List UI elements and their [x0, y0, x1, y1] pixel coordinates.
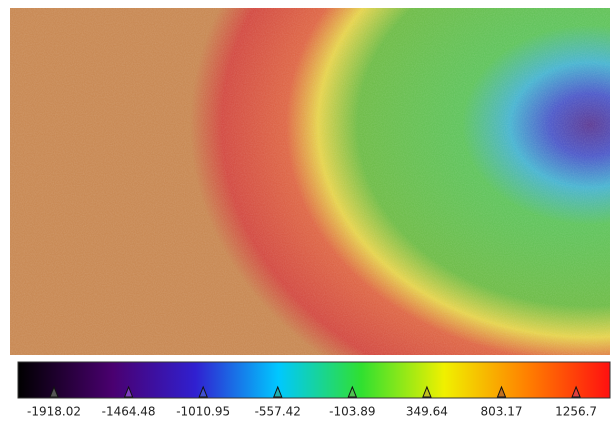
tick-label: 1256.7 — [555, 405, 597, 419]
tick-label: 803.17 — [480, 405, 522, 419]
map-view: -1918.02 -1464.48 -1010.95 -557.42 -103.89 34… — [0, 0, 613, 428]
terrain-texture — [10, 8, 610, 355]
colorbar — [18, 362, 610, 398]
tick-label: -1010.95 — [176, 405, 230, 419]
tick-label: -1918.02 — [27, 405, 81, 419]
tick-label: -557.42 — [255, 405, 301, 419]
tick-label: -103.89 — [329, 405, 375, 419]
tick-label: -1464.48 — [102, 405, 156, 419]
tick-label: 349.64 — [406, 405, 448, 419]
page: -1918.02 -1464.48 -1010.95 -557.42 -103.89 34… — [0, 0, 613, 428]
